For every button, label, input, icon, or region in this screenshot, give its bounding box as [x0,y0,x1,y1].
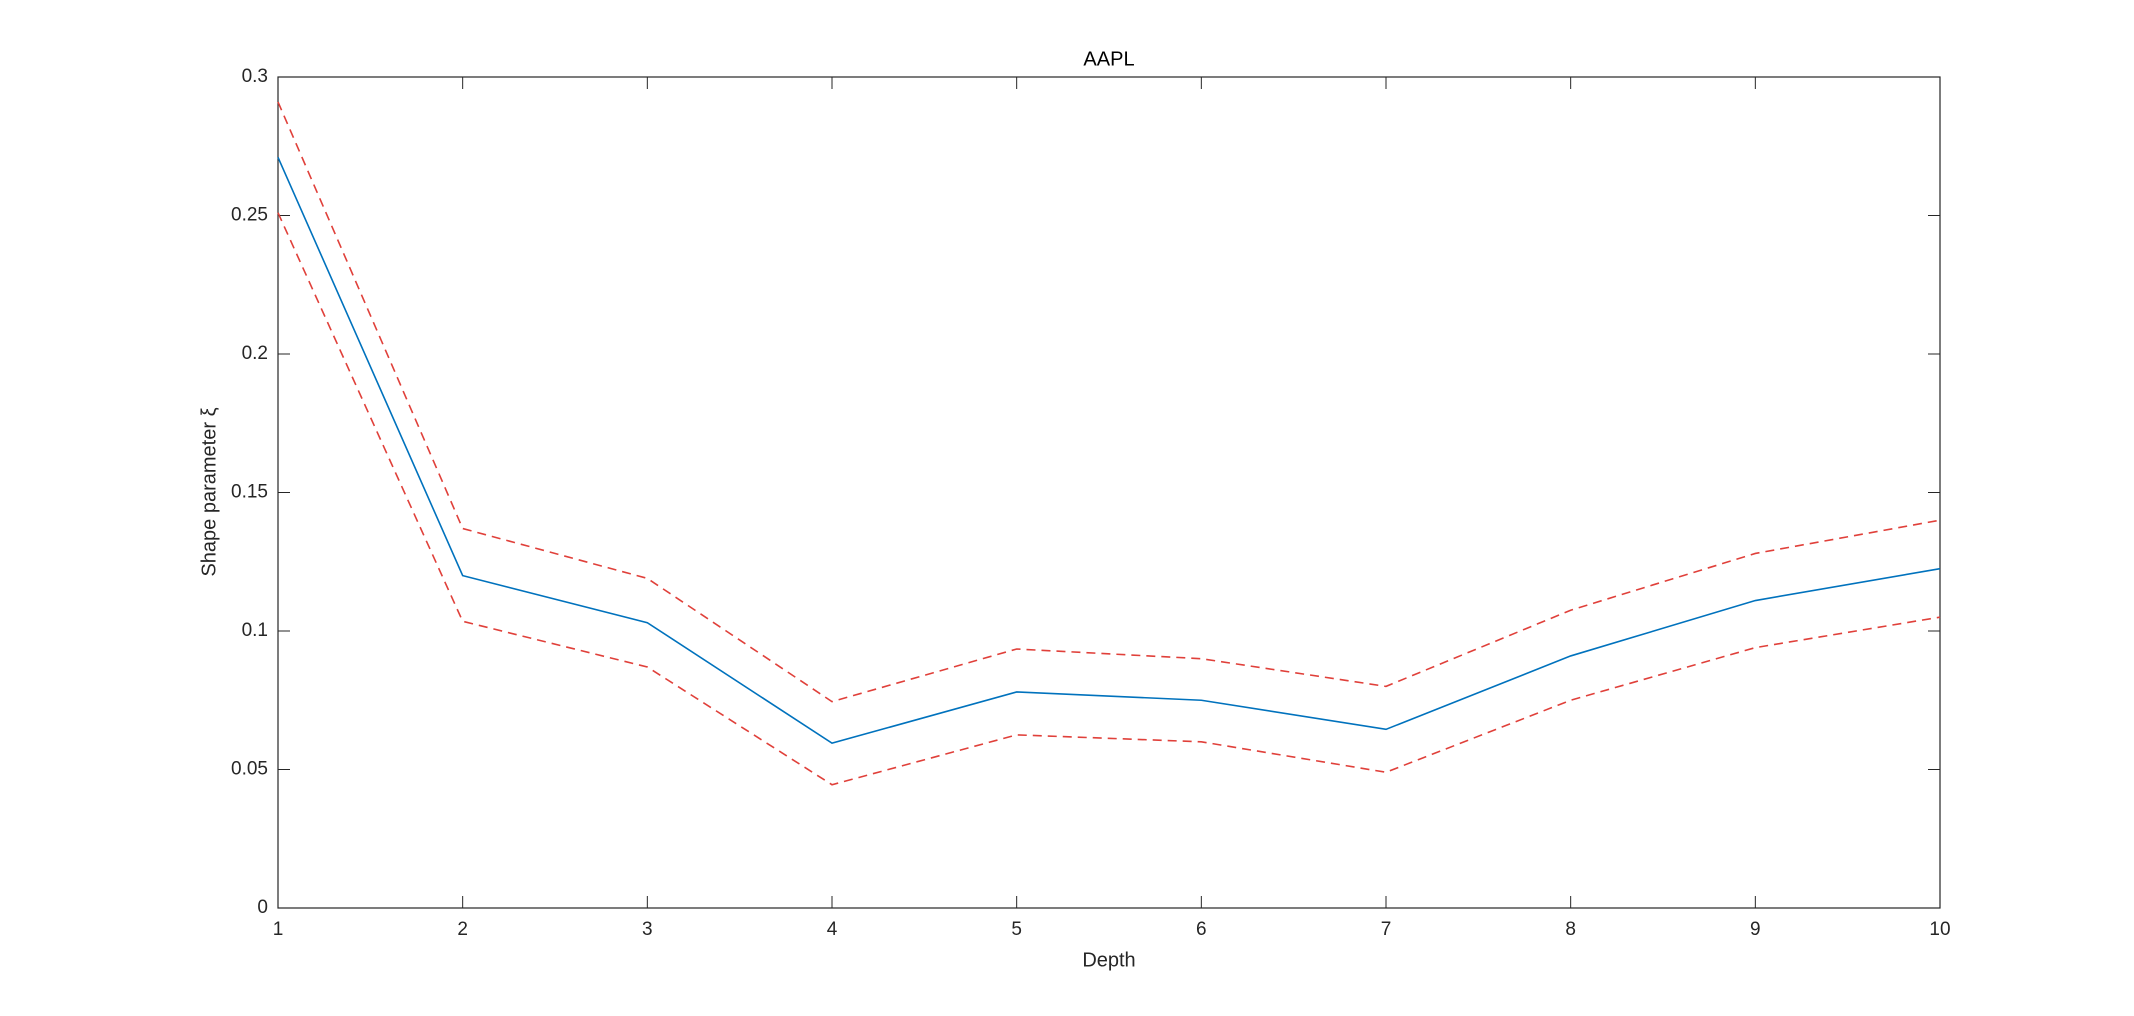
x-axis-label: Depth [1082,949,1135,971]
chart-title: AAPL [1083,48,1134,70]
series-line [277,157,1941,745]
y-tick-label: 0.15 [231,482,268,503]
y-axis-label: Shape parameter ξ [198,407,220,576]
y-tick-label: 0.2 [242,343,268,364]
x-tick-label: 1 [273,919,284,940]
y-tick-label: 0.3 [242,66,268,87]
x-tick-label: 8 [1565,919,1576,940]
x-tick-label: 6 [1196,919,1207,940]
x-tick-label: 4 [827,919,838,940]
x-tick-label: 3 [642,919,653,940]
x-tick-label: 10 [1929,919,1950,940]
series-line [277,101,1941,703]
x-tick-label: 9 [1750,919,1761,940]
x-tick-label: 2 [457,919,468,940]
y-tick-label: 0.25 [231,205,268,226]
y-tick-label: 0.05 [231,759,268,780]
series-line [277,212,1941,786]
y-tick-label: 0.1 [242,620,268,641]
x-tick-label: 7 [1381,919,1392,940]
x-tick-label: 5 [1011,919,1022,940]
y-tick-label: 0 [257,897,268,918]
